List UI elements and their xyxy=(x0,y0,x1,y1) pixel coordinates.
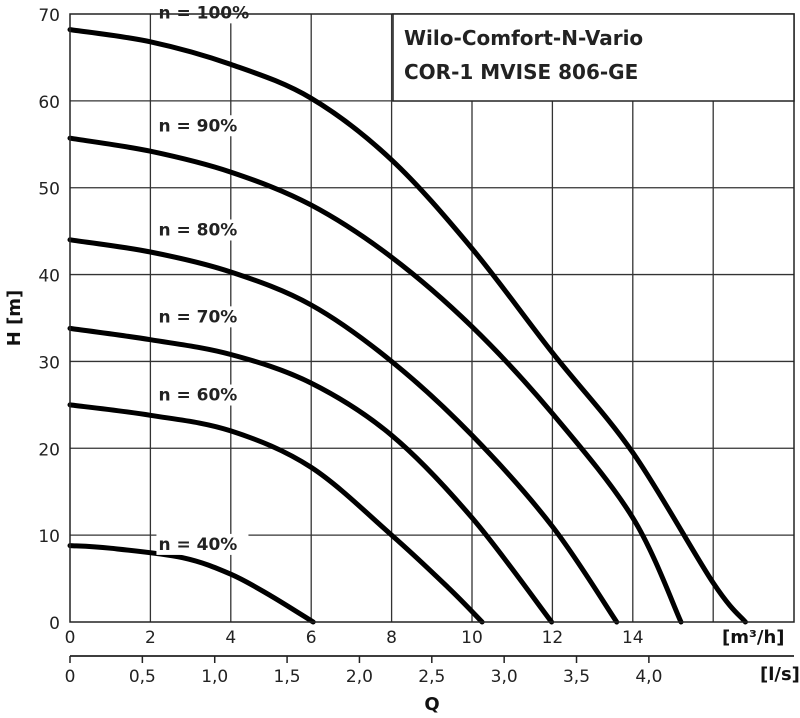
curve-label-bg xyxy=(156,306,249,328)
chart-title: Wilo-Comfort-N-Vario xyxy=(404,26,643,50)
x-tick-label-secondary: 0,5 xyxy=(129,667,156,687)
x-tick-label-primary: 10 xyxy=(461,628,483,648)
x-unit-secondary: [l/s] xyxy=(760,664,800,685)
title-box: Wilo-Comfort-N-Vario COR-1 MVISE 806-GE xyxy=(392,13,795,102)
x-tick-label-primary: 4 xyxy=(225,628,236,648)
curve-n-60 xyxy=(67,402,485,625)
x-tick-label-primary: 12 xyxy=(542,628,564,648)
x-tick-labels-secondary: 0 0,5 1,0 1,5 2,0 2,5 3,0 3,5 4,0 xyxy=(65,656,662,687)
x-tick-label-primary: 2 xyxy=(145,628,156,648)
x-tick-labels-primary: 0 2 4 6 8 10 12 14 xyxy=(65,628,644,648)
x-tick-label-secondary: 0 xyxy=(65,667,76,687)
curve-label-bg xyxy=(156,219,249,241)
curve-label-n-90: n = 90% xyxy=(158,116,237,136)
x-tick-label-primary: 14 xyxy=(622,628,644,648)
curves xyxy=(67,27,748,625)
curve-label-n-40: n = 40% xyxy=(158,535,237,555)
x-tick-label-secondary: 1,0 xyxy=(201,667,228,687)
curve-label-n-60: n = 60% xyxy=(158,386,237,406)
y-tick-label: 40 xyxy=(38,267,60,287)
y-tick-label: 30 xyxy=(38,353,60,373)
x-tick-label-secondary: 4,0 xyxy=(635,667,662,687)
x-tick-label-secondary: 3,0 xyxy=(491,667,518,687)
x-tick-label-primary: 6 xyxy=(306,628,317,648)
x-tick-label-primary: 8 xyxy=(386,628,397,648)
x-tick-label-secondary: 2,5 xyxy=(418,667,445,687)
y-tick-label: 0 xyxy=(49,614,60,634)
curve-label-bg xyxy=(156,384,249,406)
y-tick-label: 10 xyxy=(38,527,60,547)
y-tick-label: 20 xyxy=(38,440,60,460)
y-tick-label: 70 xyxy=(38,6,60,26)
x-tick-label-secondary: 1,5 xyxy=(274,667,301,687)
curve-label-n-80: n = 80% xyxy=(158,220,237,240)
x-tick-label-secondary: 3,5 xyxy=(563,667,590,687)
curve-n-70 xyxy=(67,325,555,625)
curve-label-n-70: n = 70% xyxy=(158,307,237,327)
x-tick-label-primary: 0 xyxy=(65,628,76,648)
curve-n-100 xyxy=(67,27,748,625)
curve-label-bg xyxy=(156,115,249,137)
curve-labels: n = 100%n = 90%n = 80%n = 70%n = 60%n = … xyxy=(156,2,249,555)
curve-label-bg xyxy=(156,2,249,24)
y-axis-label: H [m] xyxy=(4,290,25,347)
curve-n-90 xyxy=(67,135,684,625)
y-tick-labels: 0 10 20 30 40 50 60 70 xyxy=(38,6,60,634)
curve-n-40 xyxy=(67,543,316,625)
chart-subtitle: COR-1 MVISE 806-GE xyxy=(404,60,638,84)
x-unit-primary: [m³/h] xyxy=(722,627,784,648)
y-tick-label: 60 xyxy=(38,93,60,113)
curve-n-80 xyxy=(67,237,620,625)
x-tick-label-secondary: 2,0 xyxy=(346,667,373,687)
y-tick-label: 50 xyxy=(38,180,60,200)
curve-label-bg xyxy=(156,533,249,555)
x-axis-label: Q xyxy=(424,694,439,715)
